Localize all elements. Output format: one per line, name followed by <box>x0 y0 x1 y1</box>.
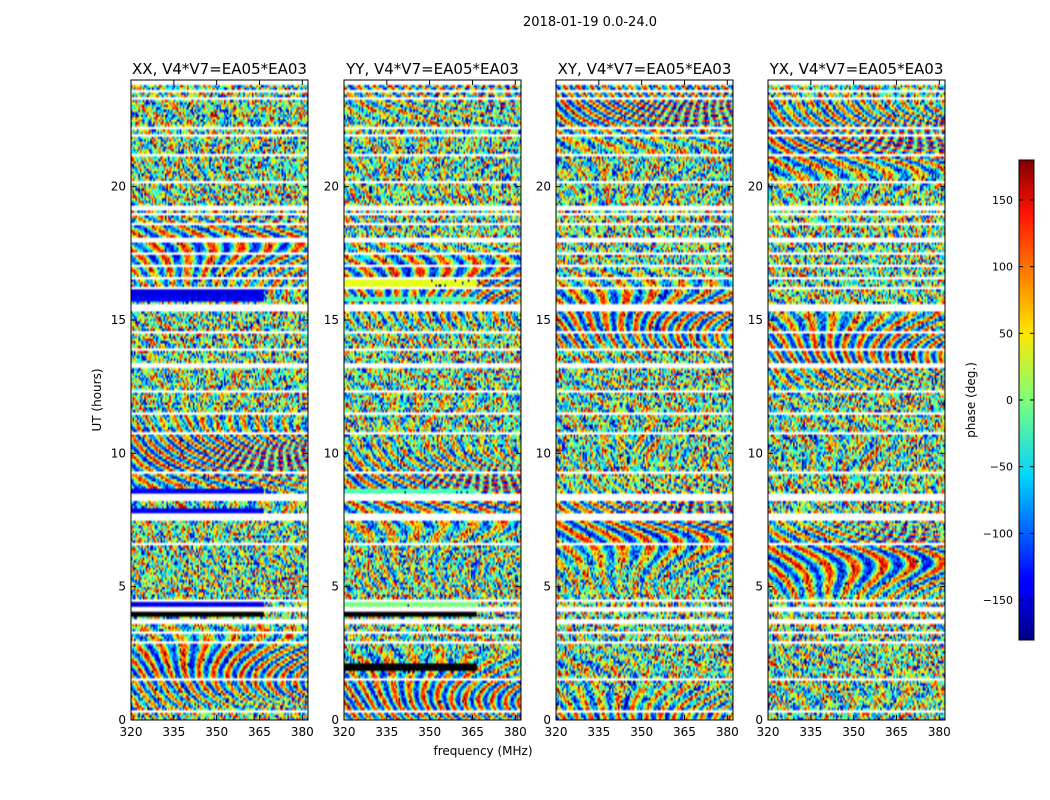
heatmap-image-xy <box>556 80 733 720</box>
y-tick-label: 15 <box>324 313 339 327</box>
y-tick-label: 0 <box>543 713 551 727</box>
y-tick-label: 10 <box>111 446 126 460</box>
y-tick-label: 5 <box>118 580 126 594</box>
y-tick-label: 10 <box>748 446 763 460</box>
x-tick-label: 350 <box>418 725 441 739</box>
panel-frame-xx <box>130 79 309 721</box>
y-tick-label: 5 <box>331 580 339 594</box>
x-tick-label: 320 <box>120 725 143 739</box>
y-axis-label: UT (hours) <box>90 368 104 431</box>
x-tick-label: 365 <box>885 725 908 739</box>
panel-frame-yy <box>343 79 522 721</box>
x-tick-label: 335 <box>162 725 185 739</box>
y-tick-label: 5 <box>543 580 551 594</box>
x-tick-label: 380 <box>291 725 314 739</box>
panel-frame-xy <box>555 79 734 721</box>
x-tick-label: 365 <box>673 725 696 739</box>
y-tick-label: 20 <box>536 180 551 194</box>
y-tick-label: 15 <box>536 313 551 327</box>
x-tick-label: 335 <box>375 725 398 739</box>
heatmap-image-xx <box>131 80 308 720</box>
y-tick-label: 5 <box>755 580 763 594</box>
panel-xy: XY, V4*V7=EA05*EA03 320 335 350 365 380 0 5 10 15… <box>536 60 739 739</box>
figure-title: 2018-01-19 0.0-24.0 <box>523 15 657 30</box>
x-axis-label: frequency (MHz) <box>433 744 532 758</box>
y-tick-label: 10 <box>324 446 339 460</box>
y-tick-label: 15 <box>748 313 763 327</box>
colorbar-tick-label: 100 <box>992 261 1013 274</box>
colorbar-tick-label: −150 <box>983 594 1013 607</box>
x-tick-label: 350 <box>205 725 228 739</box>
x-tick-label: 320 <box>333 725 356 739</box>
x-tick-label: 350 <box>842 725 865 739</box>
x-tick-label: 335 <box>587 725 610 739</box>
x-tick-label: 320 <box>757 725 780 739</box>
heatmap-image-yx <box>768 80 945 720</box>
panel-title-xx: XX, V4*V7=EA05*EA03 <box>132 60 307 78</box>
x-tick-label: 380 <box>716 725 739 739</box>
colorbar-tick-label: 150 <box>992 194 1013 207</box>
x-tick-label: 350 <box>630 725 653 739</box>
phase-colorbar: 150 100 50 0 −50 −100 −150 phase (deg.) <box>964 159 1035 641</box>
x-tick-label: 380 <box>928 725 951 739</box>
heatmap-panels: XX, V4*V7=EA05*EA03 320 335 350 365 380 0 5 10 15… <box>111 60 951 739</box>
x-tick-label: 335 <box>799 725 822 739</box>
panel-yy: YY, V4*V7=EA05*EA03 320 335 350 365 380 0 5 10 15… <box>324 60 527 739</box>
y-tick-label: 20 <box>324 180 339 194</box>
panel-frame-yx <box>767 79 946 721</box>
panel-xx: XX, V4*V7=EA05*EA03 320 335 350 365 380 0 5 10 15… <box>111 60 314 739</box>
y-tick-label: 10 <box>536 446 551 460</box>
panel-title-yy: YY, V4*V7=EA05*EA03 <box>345 60 519 78</box>
colorbar-tick-label: 50 <box>999 327 1013 340</box>
colorbar-ticks: 150 100 50 0 −50 −100 −150 <box>983 194 1034 607</box>
x-tick-label: 380 <box>504 725 527 739</box>
panel-title-yx: YX, V4*V7=EA05*EA03 <box>769 60 944 78</box>
x-tick-label: 320 <box>545 725 568 739</box>
heatmap-image-yy <box>344 80 521 720</box>
panel-yx: YX, V4*V7=EA05*EA03 320 335 350 365 380 0 5 10 15… <box>748 60 951 739</box>
panel-title-xy: XY, V4*V7=EA05*EA03 <box>558 60 732 78</box>
y-tick-label: 0 <box>331 713 339 727</box>
x-tick-label: 365 <box>248 725 271 739</box>
colorbar-tick-label: −100 <box>983 527 1013 540</box>
y-tick-label: 0 <box>118 713 126 727</box>
y-tick-label: 15 <box>111 313 126 327</box>
y-tick-label: 20 <box>111 180 126 194</box>
colorbar-label: phase (deg.) <box>964 362 978 438</box>
colorbar-tick-label: −50 <box>990 461 1013 474</box>
x-tick-label: 365 <box>461 725 484 739</box>
y-tick-label: 20 <box>748 180 763 194</box>
y-tick-label: 0 <box>755 713 763 727</box>
colorbar-tick-label: 0 <box>1006 394 1013 407</box>
